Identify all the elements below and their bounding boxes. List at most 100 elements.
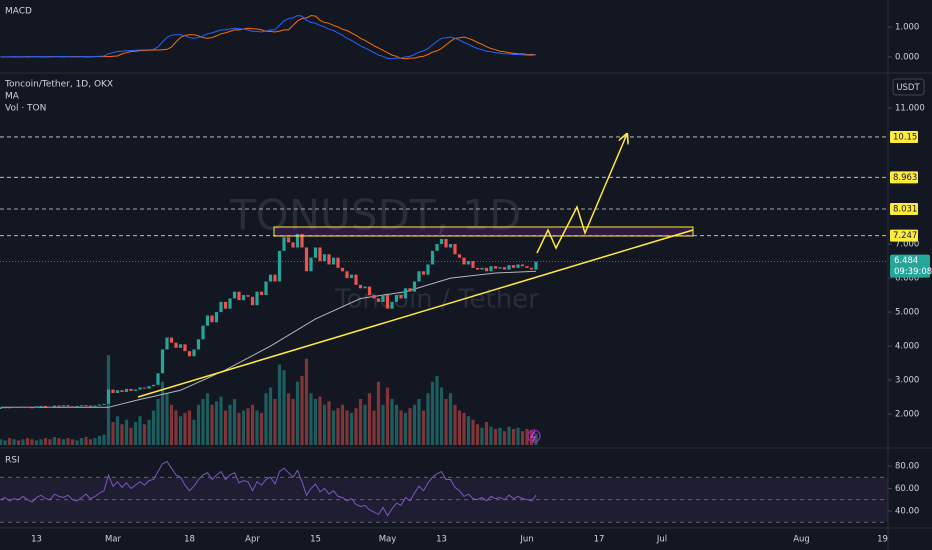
level-tag	[890, 229, 918, 242]
volume-bar	[97, 435, 102, 445]
volume-bar	[408, 408, 412, 445]
currency-button[interactable]: USDT	[896, 83, 920, 93]
volume-bar	[34, 440, 39, 445]
volume-bar	[426, 393, 430, 445]
candle-body	[534, 261, 538, 270]
volume-bar	[516, 427, 520, 445]
price-tick-label: 6.000	[895, 274, 919, 284]
candle-body	[435, 244, 439, 251]
volume-bar	[484, 421, 489, 445]
volume-bar	[507, 426, 511, 445]
candle-body	[70, 406, 75, 408]
currency-button[interactable]	[892, 78, 925, 96]
candle-body	[300, 233, 304, 248]
volume-bar	[79, 438, 84, 445]
volume-bar	[201, 398, 205, 445]
volume-bar	[534, 433, 538, 445]
candle-body	[255, 291, 259, 306]
rsi-line	[0, 460, 537, 517]
candle-body	[12, 406, 16, 408]
volume-bar	[43, 438, 48, 445]
candle-body	[21, 406, 25, 408]
volume-bar	[309, 393, 313, 445]
volume-bar	[381, 404, 385, 445]
volume-bar	[48, 439, 52, 445]
volume-bar	[264, 393, 268, 445]
price-tick-label: 40.00	[895, 507, 919, 517]
candle-body	[106, 389, 111, 404]
volume-bar	[525, 428, 529, 445]
candle-body	[385, 295, 390, 309]
candle-body	[205, 315, 210, 326]
time-tick-label: 19	[877, 535, 888, 545]
volume-bar	[223, 410, 228, 445]
volume-bar	[52, 436, 57, 445]
candle-body	[489, 266, 493, 272]
volume-bar	[75, 440, 79, 445]
candle-body	[417, 271, 421, 282]
candle-body	[381, 295, 385, 302]
volume-bar	[84, 436, 88, 445]
volume-bar	[228, 404, 232, 445]
candle-body	[250, 296, 255, 306]
candle-body	[529, 267, 534, 270]
plot: 11.000 7.000 6.000 5.000 4.000 3.000 2.000 1.00…	[0, 14, 932, 545]
volume-bar	[511, 428, 516, 445]
candle-body	[223, 301, 228, 309]
volume-bar	[93, 438, 97, 445]
candle-body	[75, 405, 79, 407]
volume-bar	[102, 434, 106, 445]
volume-bar	[345, 410, 349, 445]
candle-body	[192, 349, 196, 357]
candle-body	[210, 315, 214, 323]
volume-bar	[210, 404, 214, 445]
volume-bar	[120, 424, 124, 445]
volume-bar	[192, 419, 196, 445]
volume-bar	[138, 416, 142, 445]
price-tick-label: 0.000	[895, 52, 919, 62]
candle-body	[291, 242, 295, 248]
last-price-label: 6.484	[894, 256, 918, 266]
volume-bar	[142, 424, 147, 445]
indicator-label: MACD	[5, 7, 32, 17]
volume-bar	[21, 439, 25, 445]
candle-body	[187, 351, 192, 357]
candle-body	[349, 274, 354, 279]
volume-bar	[322, 404, 327, 445]
candle-body	[48, 406, 52, 408]
volume-bar	[336, 408, 340, 445]
candle-body	[259, 291, 264, 296]
candle-body	[277, 250, 282, 282]
candle-body	[390, 301, 394, 309]
candle-body	[345, 271, 349, 279]
volume-bar	[376, 381, 381, 445]
candle-body	[295, 233, 300, 248]
volume-bar	[169, 404, 174, 445]
candle-body	[502, 267, 507, 270]
volume-bar	[399, 410, 403, 445]
candle-body	[25, 406, 30, 408]
watermark: Toncoin / Tether	[334, 285, 539, 315]
volume-bar	[129, 427, 133, 445]
volume-bar	[214, 401, 219, 445]
candle-body	[363, 286, 367, 289]
volume-bar	[70, 439, 75, 445]
candle-body	[201, 325, 205, 340]
price-tick-label: 5.000	[895, 308, 919, 318]
candle-body	[79, 405, 84, 407]
candle-body	[399, 295, 403, 299]
volume-bar	[237, 412, 241, 445]
indicator-label: MA	[5, 92, 20, 102]
candle-body	[426, 264, 430, 275]
last-price-tag	[890, 254, 930, 278]
volume-bar	[151, 410, 156, 445]
candle-body	[268, 274, 273, 282]
candle-body	[61, 405, 66, 407]
time-tick-label: 15	[310, 535, 321, 545]
level-label: 10.151	[893, 132, 923, 142]
volume-bar	[250, 404, 255, 445]
time-tick-label: May	[379, 535, 397, 545]
projection-arrow	[536, 134, 627, 254]
candle-body	[309, 257, 313, 272]
volume-bar	[304, 358, 309, 445]
